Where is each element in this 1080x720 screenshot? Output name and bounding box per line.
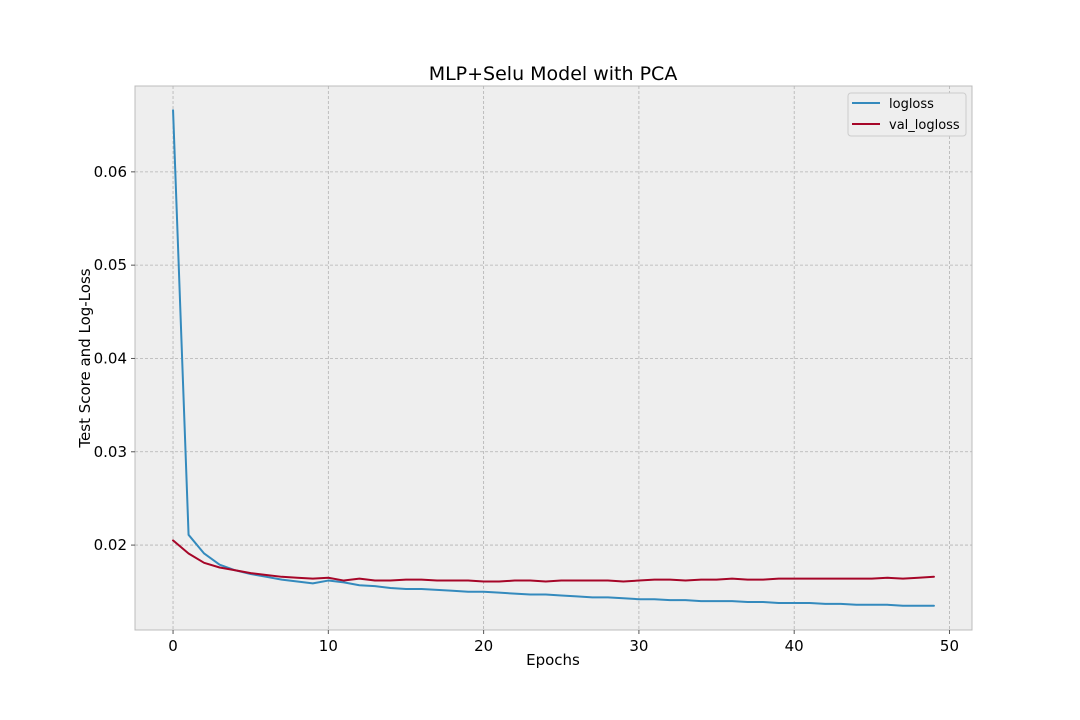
y-tick-label: 0.03 (94, 443, 127, 461)
legend-label-logloss: logloss (889, 97, 934, 112)
x-tick-label: 20 (474, 637, 493, 655)
y-axis-label: Test Score and Log-Loss (76, 268, 94, 448)
series-line-logloss (172, 109, 935, 607)
series-layer (172, 109, 935, 607)
series-line-val-logloss (172, 539, 935, 583)
x-tick-label: 50 (940, 637, 959, 655)
grid-lines (135, 86, 972, 630)
x-tick-label: 30 (629, 637, 648, 655)
x-axis-ticks: 0 10 20 30 40 50 (168, 630, 959, 655)
y-tick-label: 0.02 (94, 536, 127, 554)
x-tick-label: 40 (785, 637, 804, 655)
plot-area (134, 85, 973, 631)
y-axis-ticks: 0.02 0.03 0.04 0.05 0.06 (94, 163, 135, 554)
y-tick-label: 0.04 (94, 349, 127, 367)
chart-title: MLP+Selu Model with PCA (429, 63, 678, 85)
legend-label-val-logloss: val_logloss (889, 118, 960, 133)
x-tick-label: 10 (319, 637, 338, 655)
y-tick-label: 0.06 (94, 163, 127, 181)
y-tick-label: 0.05 (94, 256, 127, 274)
x-axis-label: Epochs (526, 651, 580, 669)
x-tick-label: 0 (168, 637, 178, 655)
legend: logloss val_logloss (847, 92, 967, 137)
